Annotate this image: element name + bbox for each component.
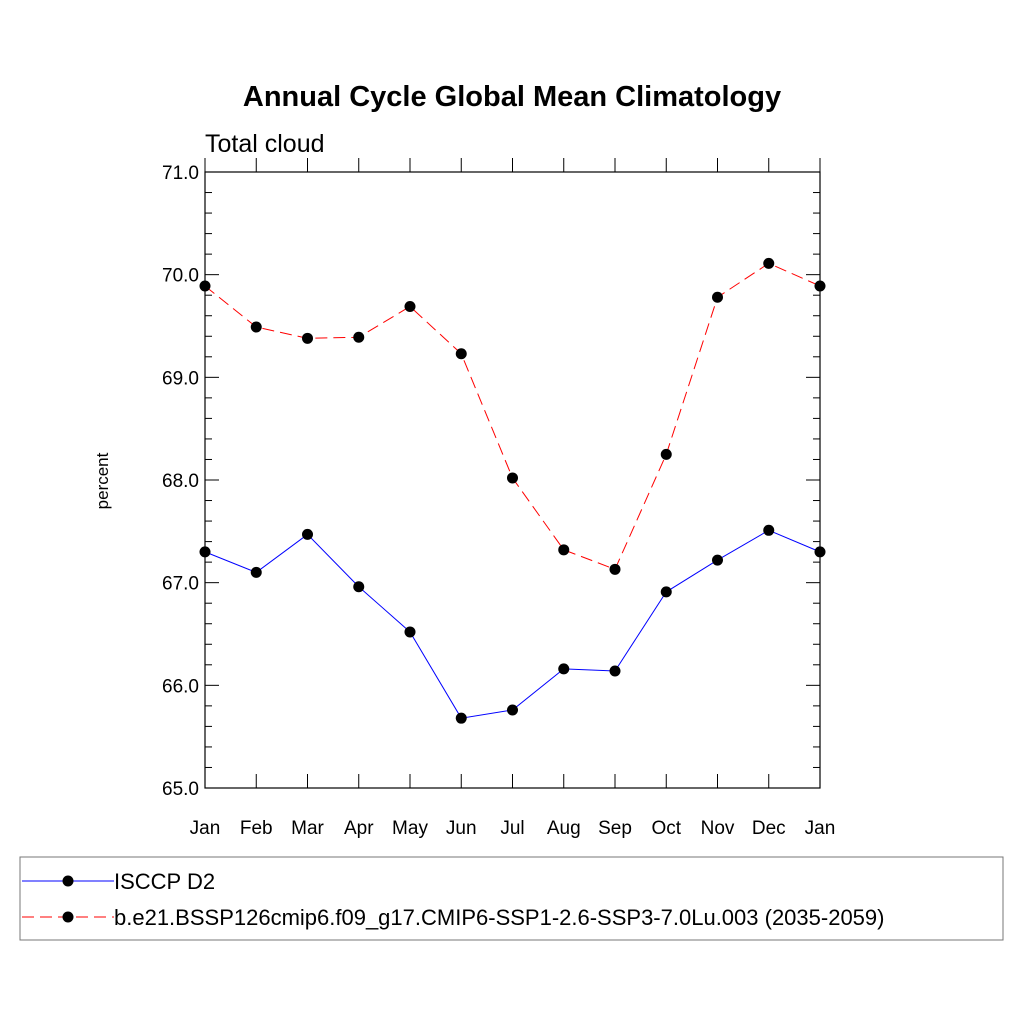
series-1-point (660, 586, 672, 598)
series-2-point (353, 331, 365, 343)
series-1-point (404, 626, 416, 638)
x-tick-label: May (392, 818, 428, 839)
legend-label-1: ISCCP D2 (114, 869, 215, 894)
y-tick-label: 67.0 (162, 574, 199, 595)
legend-label-2: b.e21.BSSP126cmip6.f09_g17.CMIP6-SSP1-2.… (114, 905, 884, 930)
series-2-point (250, 321, 262, 333)
x-tick-label: Dec (752, 818, 786, 839)
series-layer (199, 257, 826, 724)
x-tick-label: Mar (291, 818, 324, 839)
x-tick-label: Feb (240, 818, 273, 839)
legend-box (19, 856, 1004, 941)
y-tick-label: 65.0 (162, 779, 199, 800)
y-axis-label: percent (93, 452, 112, 509)
x-tick-label: Nov (701, 818, 735, 839)
x-tick-label: Oct (651, 818, 681, 839)
legend-marker-2 (62, 911, 74, 923)
series-1-point (558, 663, 570, 675)
series-1-point (455, 712, 467, 724)
x-tick-label: Jan (190, 818, 221, 839)
y-tick-label: 66.0 (162, 676, 199, 697)
series-1-point (712, 554, 723, 566)
series-1-point (814, 546, 826, 558)
series-2-point (558, 544, 570, 556)
series-1-point (763, 524, 775, 536)
x-tick-label: Jan (805, 818, 836, 839)
series-1-point (199, 546, 211, 558)
x-tick-label: Jun (446, 818, 477, 839)
series-2-point (814, 280, 826, 292)
series-1-point (609, 665, 621, 677)
series-2-point (712, 291, 723, 303)
chart-title: Annual Cycle Global Mean Climatology (243, 81, 781, 113)
y-tick-label: 70.0 (162, 266, 199, 287)
series-2-point (660, 448, 672, 460)
series-1-point (302, 528, 313, 540)
x-tick-label: Apr (344, 818, 374, 839)
axis-ticks: 65.0 66.0 67.0 68.0 69.0 70.0 71.0 Jan Feb Mar Apr… (162, 158, 835, 839)
y-tick-label: 71.0 (162, 163, 199, 184)
series-line-1 (204, 529, 821, 719)
series-2-point (302, 332, 313, 344)
series-2-point (455, 348, 467, 360)
series-2-point (404, 300, 416, 312)
series-2-point (609, 563, 621, 575)
y-tick-label: 68.0 (162, 471, 199, 492)
x-tick-label: Aug (547, 818, 581, 839)
series-2-point (199, 280, 211, 292)
series-1-point (250, 566, 262, 578)
x-tick-label: Sep (598, 818, 632, 839)
series-1-point (507, 704, 518, 716)
series-2-point (763, 257, 775, 269)
series-1-point (353, 581, 365, 593)
legend-marker-1 (62, 875, 74, 887)
series-line-2 (204, 262, 821, 570)
chart-subtitle: Total cloud (205, 130, 325, 158)
x-tick-label: Jul (500, 818, 524, 839)
legend: ISCCP D2 b.e21.BSSP126cmip6.f09_g17.CMIP6… (19, 856, 1004, 941)
y-tick-label: 69.0 (162, 368, 199, 389)
series-2-point (507, 472, 518, 484)
